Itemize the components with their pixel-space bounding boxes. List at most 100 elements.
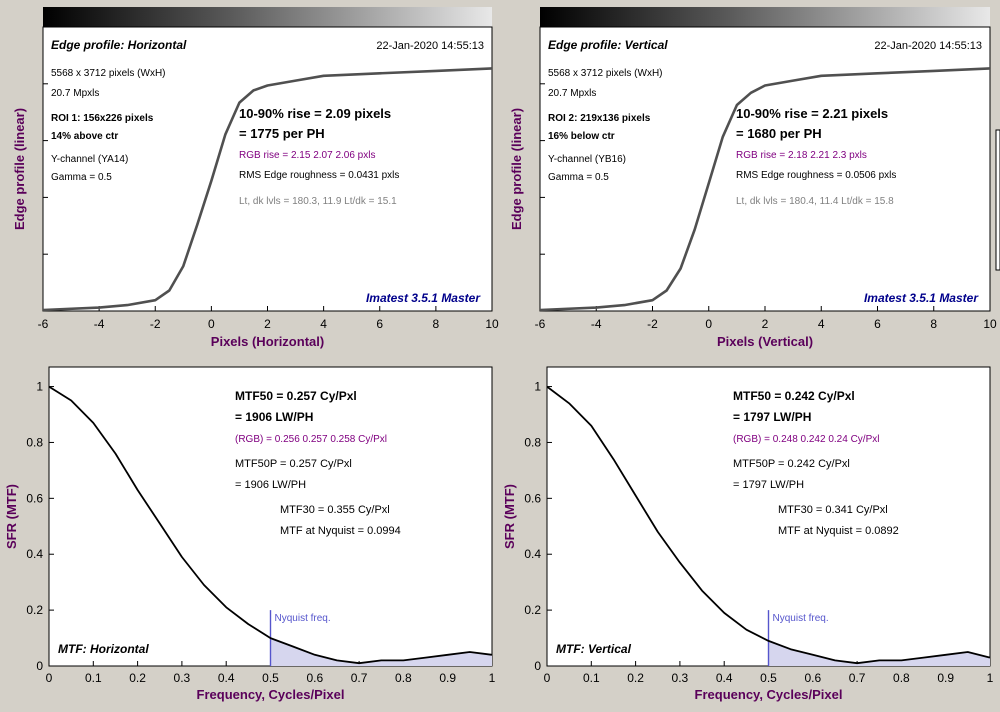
rgb-rise: RGB rise = 2.15 2.07 2.06 pxls <box>239 150 375 161</box>
roi-position: 14% above ctr <box>51 131 118 142</box>
x-tick-label: 4 <box>818 317 825 331</box>
x-tick-label: 8 <box>433 317 440 331</box>
mtf50-lwph: = 1906 LW/PH <box>235 410 313 424</box>
y-tick-label: 0.6 <box>524 491 541 505</box>
mtf50p-result: MTF50P = 0.242 Cy/Pxl <box>733 458 850 470</box>
mtf-at-nyquist: MTF at Nyquist = 0.0892 <box>778 525 899 537</box>
x-axis-label: Frequency, Cycles/Pixel <box>695 687 843 702</box>
y-tick-label: 0.6 <box>26 491 43 505</box>
x-tick-label: -2 <box>647 317 658 331</box>
x-tick-label: 0.7 <box>351 671 368 685</box>
x-tick-label: 0.5 <box>262 671 279 685</box>
y-tick-label: 0.2 <box>524 603 541 617</box>
x-tick-label: 0.8 <box>893 671 910 685</box>
plot-area <box>42 26 493 312</box>
x-tick-label: 0 <box>208 317 215 331</box>
light-dark-levels: Lt, dk lvls = 180.3, 11.9 Lt/dk = 15.1 <box>239 196 397 207</box>
nyquist-label: Nyquist freq. <box>275 613 331 624</box>
gamma-info: Gamma = 0.5 <box>51 172 112 183</box>
x-tick-label: 0.3 <box>174 671 191 685</box>
rise-per-ph: = 1680 per PH <box>736 126 822 141</box>
x-tick-label: 2 <box>264 317 271 331</box>
x-axis-label: Pixels (Horizontal) <box>211 334 324 349</box>
mtf-curve <box>48 385 493 665</box>
x-tick-label: 0.1 <box>583 671 600 685</box>
rise-result: 10-90% rise = 2.21 pixels <box>736 106 888 121</box>
x-tick-label: 0 <box>46 671 53 685</box>
y-tick-label: 1 <box>36 380 43 394</box>
x-tick-label: 0.2 <box>129 671 146 685</box>
x-tick-label: 4 <box>320 317 327 331</box>
panel-title: Edge profile: Vertical <box>548 38 668 52</box>
y-axis-label: Edge profile (linear) <box>12 108 27 230</box>
x-tick-label: 0.3 <box>672 671 689 685</box>
x-axis-label: Pixels (Vertical) <box>717 334 813 349</box>
mtf50-rgb: (RGB) = 0.256 0.257 0.258 Cy/Pxl <box>235 434 387 445</box>
x-tick-label: 0.8 <box>395 671 412 685</box>
x-axis-label: Frequency, Cycles/Pixel <box>197 687 345 702</box>
mtf-at-nyquist: MTF at Nyquist = 0.0994 <box>280 525 401 537</box>
rgb-rise: RGB rise = 2.18 2.21 2.3 pxls <box>736 150 867 161</box>
mtf-panel-title: MTF: Vertical <box>556 642 632 656</box>
x-tick-label: 8 <box>930 317 937 331</box>
beyond-nyquist-region <box>768 640 990 666</box>
x-tick-label: 0.4 <box>716 671 733 685</box>
edge-profile-panel-horizontal: -6 -4 -2 0 2 4 6 8 10 Edge profile: Horizontal 22-… <box>12 7 499 349</box>
edge-roughness: RMS Edge roughness = 0.0506 pxls <box>736 170 896 181</box>
x-tick-label: -4 <box>94 317 105 331</box>
y-tick-label: 0.4 <box>524 547 541 561</box>
x-tick-label: 0.6 <box>306 671 323 685</box>
x-tick-label: 1 <box>489 671 496 685</box>
x-tick-label: 6 <box>376 317 383 331</box>
mtf-panel-vertical: 0 0.2 0.4 0.6 0.8 1 0 0.1 0.2 0.3 0.4 0.5 0.6 0.7 0.8 0… <box>502 366 994 702</box>
mtf-curve <box>546 385 991 665</box>
gamma-info: Gamma = 0.5 <box>548 172 609 183</box>
edge-profile-curve <box>42 67 493 312</box>
mtf50p-lwph: = 1906 LW/PH <box>235 479 306 491</box>
density-gradient-bar <box>540 7 990 27</box>
plot-area <box>539 26 991 312</box>
x-tick-label: 0.1 <box>85 671 102 685</box>
edge-profile-panel-vertical: -6 -4 -2 0 2 4 6 8 10 Edge profile: Vertical 22-Ja… <box>509 7 997 349</box>
nyquist-label: Nyquist freq. <box>773 613 829 624</box>
y-tick-label: 0 <box>36 659 43 673</box>
edge-roughness: RMS Edge roughness = 0.0431 pxls <box>239 170 399 181</box>
mtf50p-lwph: = 1797 LW/PH <box>733 479 804 491</box>
megapixels: 20.7 Mpxls <box>548 88 596 99</box>
x-tick-label: 0.5 <box>760 671 777 685</box>
timestamp: 22-Jan-2020 14:55:13 <box>874 40 982 52</box>
y-axis-label: Edge profile (linear) <box>509 108 524 230</box>
x-tick-label: 0.2 <box>627 671 644 685</box>
mtf50p-result: MTF50P = 0.257 Cy/Pxl <box>235 458 352 470</box>
x-tick-label: -6 <box>535 317 546 331</box>
roi-position: 16% below ctr <box>548 131 615 142</box>
x-tick-label: 2 <box>762 317 769 331</box>
megapixels: 20.7 Mpxls <box>51 88 99 99</box>
y-tick-label: 1 <box>534 380 541 394</box>
x-tick-label: 1 <box>987 671 994 685</box>
y-tick-label: 0.4 <box>26 547 43 561</box>
image-size: 5568 x 3712 pixels (WxH) <box>548 68 663 79</box>
y-tick-label: 0.8 <box>26 435 43 449</box>
x-tick-label: 0 <box>544 671 551 685</box>
imatest-stamp: Imatest 3.5.1 Master <box>864 291 979 305</box>
light-dark-levels: Lt, dk lvls = 180.4, 11.4 Lt/dk = 15.8 <box>736 196 894 207</box>
y-tick-label: 0 <box>534 659 541 673</box>
x-tick-label: 0.6 <box>804 671 821 685</box>
mtf-panel-title: MTF: Horizontal <box>58 642 149 656</box>
x-tick-label: -4 <box>591 317 602 331</box>
rise-per-ph: = 1775 per PH <box>239 126 325 141</box>
x-tick-label: -6 <box>38 317 49 331</box>
mtf30-result: MTF30 = 0.341 Cy/Pxl <box>778 504 888 516</box>
y-axis-label: SFR (MTF) <box>4 484 19 549</box>
mtf50-rgb: (RGB) = 0.248 0.242 0.24 Cy/Pxl <box>733 434 879 445</box>
x-tick-label: 0 <box>705 317 712 331</box>
x-tick-label: 6 <box>874 317 881 331</box>
image-size: 5568 x 3712 pixels (WxH) <box>51 68 166 79</box>
adjacent-window-edge <box>995 129 1000 271</box>
mtf30-result: MTF30 = 0.355 Cy/Pxl <box>280 504 390 516</box>
mtf50-lwph: = 1797 LW/PH <box>733 410 811 424</box>
x-tick-label: 0.4 <box>218 671 235 685</box>
edge-profile-curve <box>539 67 991 312</box>
